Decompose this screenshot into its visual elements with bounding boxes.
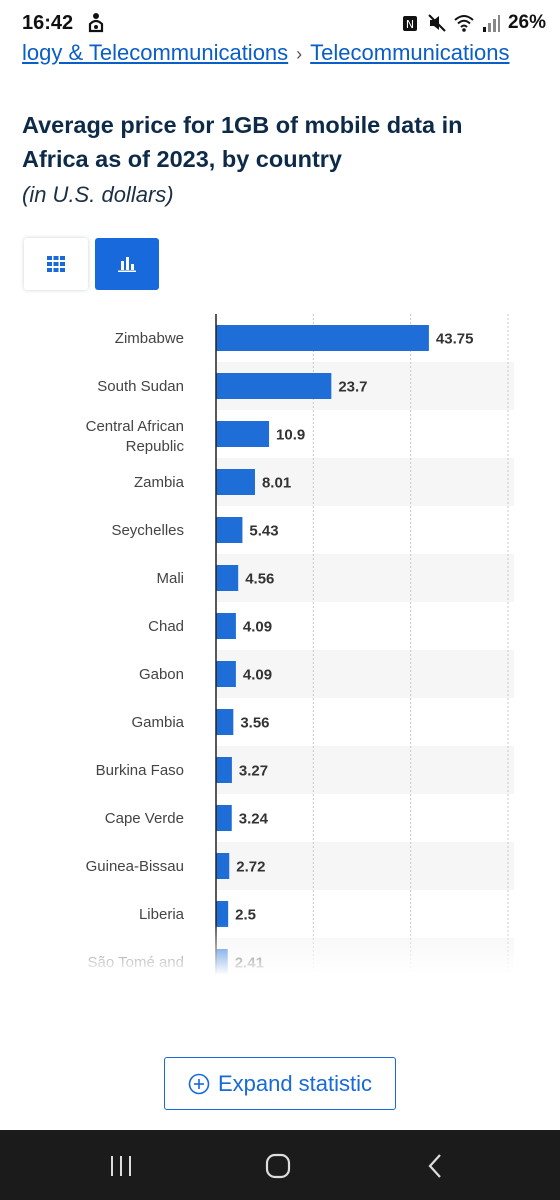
battery-level: 26%	[507, 12, 546, 33]
status-bar: 16:42 N 26%	[0, 0, 560, 44]
category-label: Gambia	[131, 714, 184, 731]
value-label: 23.7	[338, 379, 367, 396]
row-background	[216, 650, 514, 698]
recent-apps-icon	[111, 1156, 131, 1176]
value-label: 5.43	[249, 523, 278, 540]
bar	[216, 709, 234, 735]
bar	[216, 325, 429, 351]
status-icons: N 26%	[400, 10, 546, 36]
recent-apps-button[interactable]	[103, 1150, 139, 1182]
home-icon	[265, 1153, 291, 1179]
view-toggle	[24, 238, 159, 290]
category-label: Guinea-Bissau	[86, 858, 184, 875]
table-view-button[interactable]	[24, 238, 88, 290]
category-label: Burkina Faso	[96, 762, 184, 779]
mute-icon	[428, 14, 446, 32]
category-label: Mali	[156, 570, 184, 587]
grid-icon	[47, 256, 65, 272]
breadcrumb-link-telecommunications[interactable]: Telecommunications	[310, 40, 510, 65]
expand-statistic-button[interactable]: Expand statistic	[164, 1057, 396, 1110]
category-label: Central African Republic	[86, 418, 185, 455]
bar	[216, 853, 230, 879]
bar	[216, 805, 232, 831]
value-label: 2.5	[235, 907, 256, 924]
nfc-icon: N	[402, 16, 417, 31]
page-title: Average price for 1GB of mobile data in …	[22, 112, 463, 172]
value-label: 3.27	[239, 763, 268, 780]
expand-statistic-label: Expand statistic	[217, 1070, 373, 1096]
category-label: Zambia	[134, 474, 185, 491]
bar	[216, 565, 239, 591]
value-label: 4.56	[245, 571, 274, 588]
value-label: 4.09	[243, 619, 272, 636]
row-background	[216, 842, 514, 890]
chart-fade	[0, 924, 560, 974]
bar	[216, 757, 232, 783]
bar	[216, 469, 255, 495]
svg-text:N: N	[406, 18, 414, 31]
value-label: 8.01	[262, 475, 291, 492]
bar	[216, 613, 236, 639]
breadcrumb: logy & Telecommunications › Telecommunicat…	[22, 40, 542, 70]
navigation-bar	[0, 1130, 560, 1200]
signal-icon	[482, 15, 500, 32]
value-label: 3.56	[240, 715, 269, 732]
notification-icon	[88, 13, 104, 33]
bar-chart: Zimbabwe 43.75 South Sudan 23.7 Central Afri…	[86, 314, 514, 974]
breadcrumb-link-technology[interactable]: logy & Telecommunications	[22, 40, 289, 65]
back-icon	[428, 1154, 441, 1178]
value-label: 4.09	[243, 667, 272, 684]
value-label: 3.24	[239, 811, 269, 828]
category-label: Seychelles	[111, 522, 184, 539]
category-label: South Sudan	[97, 378, 184, 395]
category-label: Chad	[148, 618, 184, 635]
chart-view-button[interactable]	[95, 238, 159, 290]
bar	[216, 373, 332, 399]
value-label: 10.9	[276, 427, 305, 444]
plus-circle-icon	[188, 1073, 210, 1094]
category-label: Liberia	[139, 906, 185, 923]
wifi-icon	[454, 15, 474, 32]
category-label: Gabon	[139, 666, 184, 683]
home-button[interactable]	[260, 1150, 296, 1182]
chart-container: Zimbabwe 43.75 South Sudan 23.7 Central Afri…	[0, 314, 560, 974]
back-button[interactable]	[417, 1150, 453, 1182]
status-time: 16:42	[22, 12, 74, 34]
category-label: Zimbabwe	[115, 330, 184, 347]
breadcrumb-separator: ›	[296, 44, 303, 64]
row-background	[216, 746, 514, 794]
row-background	[216, 458, 514, 506]
bar	[216, 661, 236, 687]
page-subtitle: (in U.S. dollars)	[22, 182, 174, 207]
category-label: Cape Verde	[105, 810, 184, 827]
bar	[216, 517, 243, 543]
row-background	[216, 554, 514, 602]
bar	[216, 421, 270, 447]
value-label: 43.75	[436, 331, 474, 348]
bar-chart-icon	[118, 257, 136, 272]
value-label: 2.72	[236, 859, 265, 876]
bar	[216, 901, 229, 927]
